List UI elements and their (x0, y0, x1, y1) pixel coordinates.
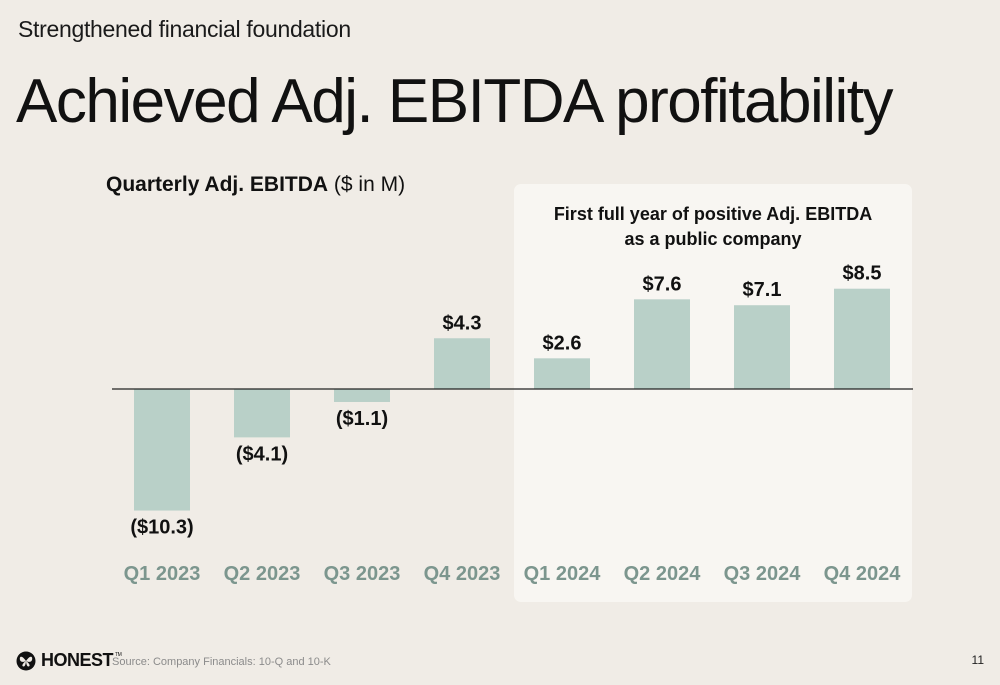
highlight-callout: First full year of positive Adj. EBITDA … (514, 202, 912, 252)
data-label: ($1.1) (336, 408, 388, 430)
highlight-line-2: as a public company (624, 229, 802, 249)
honest-logo: HONEST TM (16, 650, 122, 671)
chart-title-bold: Quarterly Adj. EBITDA (106, 173, 329, 196)
data-label: ($10.3) (130, 517, 193, 539)
x-tick-label: Q3 2024 (724, 563, 802, 585)
highlight-panel (514, 184, 912, 602)
x-tick-label: Q1 2023 (124, 563, 201, 585)
source-note: Source: Company Financials: 10-Q and 10-… (112, 656, 331, 668)
x-tick-label: Q4 2024 (824, 563, 902, 585)
slide-headline: Achieved Adj. EBITDA profitability (16, 67, 894, 136)
bar-q2-2023 (234, 389, 290, 438)
butterfly-icon (16, 651, 36, 670)
bar-q4-2023 (434, 338, 490, 389)
data-label: $7.6 (643, 273, 682, 295)
x-tick-label: Q4 2023 (424, 563, 501, 585)
x-tick-label: Q3 2023 (324, 563, 401, 585)
data-label: $8.5 (843, 263, 882, 285)
data-label: $2.6 (543, 332, 582, 354)
logo-trademark: TM (115, 651, 122, 658)
page-number: 11 (971, 653, 984, 667)
x-tick-label: Q1 2024 (524, 563, 602, 585)
data-label: $4.3 (443, 312, 482, 334)
logo-wordmark: HONEST (41, 650, 114, 670)
bar-q4-2024 (834, 288, 890, 389)
highlight-line-1: First full year of positive Adj. EBITDA (553, 204, 873, 224)
bar-q3-2023 (334, 389, 390, 402)
bar-q1-2023 (134, 389, 190, 511)
chart-title: Quarterly Adj. EBITDA ($ in M) (106, 173, 405, 197)
bar-q3-2024 (734, 305, 790, 389)
x-tick-label: Q2 2023 (224, 563, 301, 585)
x-tick-label: Q2 2024 (624, 563, 702, 585)
data-label: ($4.1) (236, 443, 288, 465)
chart-title-unit: ($ in M) (328, 173, 406, 196)
data-label: $7.1 (743, 279, 782, 301)
bar-q1-2024 (534, 358, 590, 389)
section-kicker: Strengthened financial foundation (18, 16, 351, 42)
bar-q2-2024 (634, 299, 690, 389)
